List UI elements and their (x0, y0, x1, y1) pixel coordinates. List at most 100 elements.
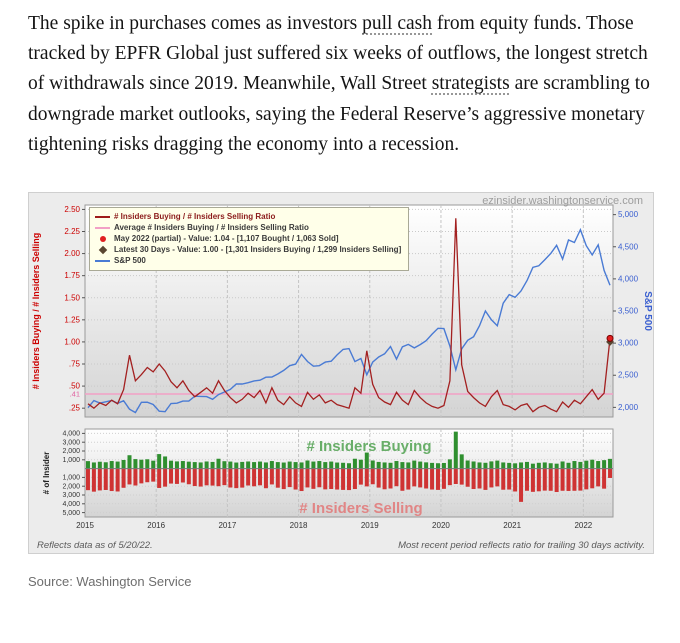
legend-label: S&P 500 (114, 256, 146, 266)
buy-bar (293, 462, 298, 469)
ratio-tick-label: 1.00 (64, 338, 80, 347)
sell-bar (347, 468, 351, 491)
sell-bar (572, 468, 577, 491)
sell-bar (246, 468, 251, 486)
sell-bar (519, 468, 524, 502)
legend-item: Latest 30 Days - Value: 1.00 - [1,301 In… (95, 244, 401, 255)
sell-bar (281, 468, 286, 490)
buy-bar (542, 462, 547, 469)
sell-bar (287, 468, 292, 488)
sell-bar (269, 468, 274, 485)
sell-bar (198, 468, 203, 487)
volume-tick-label: 2,000 (62, 483, 80, 490)
sp500-tick-label: 2,500 (618, 371, 639, 380)
buy-bar (388, 462, 393, 469)
buy-bar (311, 461, 316, 469)
sell-bar (376, 468, 381, 488)
buy-bar (406, 462, 411, 469)
source-caption: Source: Washington Service (28, 574, 192, 590)
sell-bar (151, 468, 156, 482)
buy-bar (287, 461, 292, 469)
sell-bar (109, 468, 114, 492)
buy-bar (222, 461, 227, 469)
buy-bar (281, 462, 286, 469)
sell-bar (263, 468, 268, 489)
buy-bar (507, 462, 512, 469)
buy-bar (234, 462, 239, 469)
chart-figure: .25 .50 .75 1.00 1.25 1.50 1.75 2.00 2.25 2.50 .41… (28, 192, 654, 555)
buy-bar (186, 461, 191, 469)
legend-item: # Insiders Buying / # Insiders Selling R… (95, 211, 401, 222)
sell-bar (424, 468, 429, 489)
article-text: The spike in purchases comes as investor… (28, 13, 363, 34)
sell-bar (169, 468, 174, 484)
buy-bar (91, 462, 96, 469)
sell-bar (566, 468, 571, 492)
sell-bar (453, 468, 458, 485)
year-label: 2020 (432, 521, 450, 530)
legend-item: S&P 500 (95, 255, 401, 266)
volume-tick-label: 4,000 (62, 501, 80, 508)
buy-bar (501, 462, 506, 469)
sell-bar (275, 468, 280, 488)
legend-label: May 2022 (partial) - Value: 1.04 - [1,10… (114, 234, 339, 244)
buy-bar (85, 461, 90, 469)
buy-bar (145, 459, 150, 469)
article-paragraph: The spike in purchases comes as investor… (28, 9, 654, 160)
buy-bar (519, 462, 524, 469)
sell-bar (358, 468, 363, 485)
buy-bar (584, 460, 589, 469)
article-link[interactable]: strategists (431, 73, 510, 95)
sell-bar (97, 468, 102, 491)
buy-bar (364, 452, 369, 469)
may-2022-dot-marker (606, 334, 614, 342)
buy-bar (424, 462, 429, 469)
sell-bar (157, 468, 162, 489)
sell-bar (459, 468, 464, 485)
buy-bar (133, 459, 138, 469)
buy-bar (560, 461, 565, 469)
sell-bar (115, 468, 120, 492)
sell-bar (495, 468, 500, 487)
sp500-tick-label: 3,000 (618, 339, 639, 348)
buy-bar (275, 462, 280, 469)
buy-bar (465, 460, 470, 469)
sell-bar (186, 468, 191, 485)
buy-bar (109, 461, 114, 469)
ratio-tick-label: .25 (69, 404, 81, 413)
buy-bar (252, 462, 257, 469)
sp500-tick-label: 4,500 (618, 242, 639, 251)
buy-bar (382, 462, 387, 469)
buy-bar (169, 460, 174, 469)
sell-bar (91, 468, 96, 492)
buy-bar (269, 461, 274, 469)
ratio-tick-label: 1.75 (64, 271, 80, 280)
legend-item: May 2022 (partial) - Value: 1.04 - [1,10… (95, 233, 401, 244)
article-link[interactable]: pull cash (362, 13, 432, 34)
buy-bar (198, 462, 203, 469)
buy-bar (352, 458, 357, 469)
sell-bar (513, 468, 518, 492)
buy-bar (347, 463, 351, 469)
buy-bar (139, 459, 144, 469)
sell-bar (174, 468, 179, 485)
buy-bar (394, 461, 399, 469)
buy-bar (115, 461, 120, 469)
sell-bar (335, 468, 340, 490)
buy-bar (370, 460, 375, 469)
buy-bar (453, 431, 458, 469)
buy-bar (477, 462, 482, 469)
buy-bar (210, 462, 215, 469)
buy-bar (204, 461, 209, 469)
buy-bar (430, 462, 435, 469)
legend-marker-line-icon (95, 226, 110, 229)
sell-bar (483, 468, 488, 490)
article-text: from equity funds. Those tracked by EPFR… (28, 13, 648, 95)
buy-bar (495, 460, 500, 469)
bottom-axis-title: # of Insider (42, 452, 51, 495)
buy-bar (536, 462, 541, 469)
sell-bar (394, 468, 399, 487)
sell-bar (305, 468, 310, 488)
sell-bar (465, 468, 470, 487)
buy-bar (524, 462, 529, 469)
